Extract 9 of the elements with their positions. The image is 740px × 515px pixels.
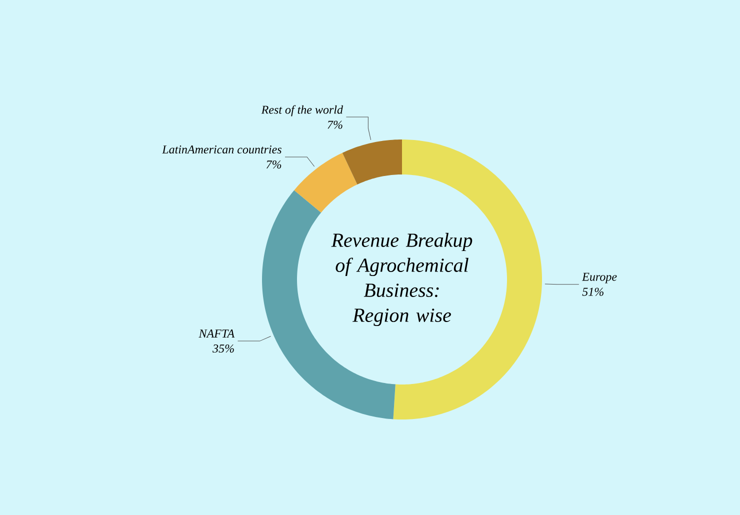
- data-label: 7%: [266, 160, 282, 169]
- slice-label: Rest of the world: [261, 105, 344, 116]
- slice-label: Europe: [582, 272, 617, 284]
- slice-label: NAFTA: [198, 330, 235, 338]
- data-label: 7%: [328, 120, 342, 129]
- slice-label: LatinAmerican countries: [162, 145, 282, 154]
- data-label: 35%: [212, 344, 234, 353]
- text: Revenue Breakup of Agrochemical Business: Region wise: [331, 232, 472, 326]
- data-label: 51%: [582, 288, 604, 296]
